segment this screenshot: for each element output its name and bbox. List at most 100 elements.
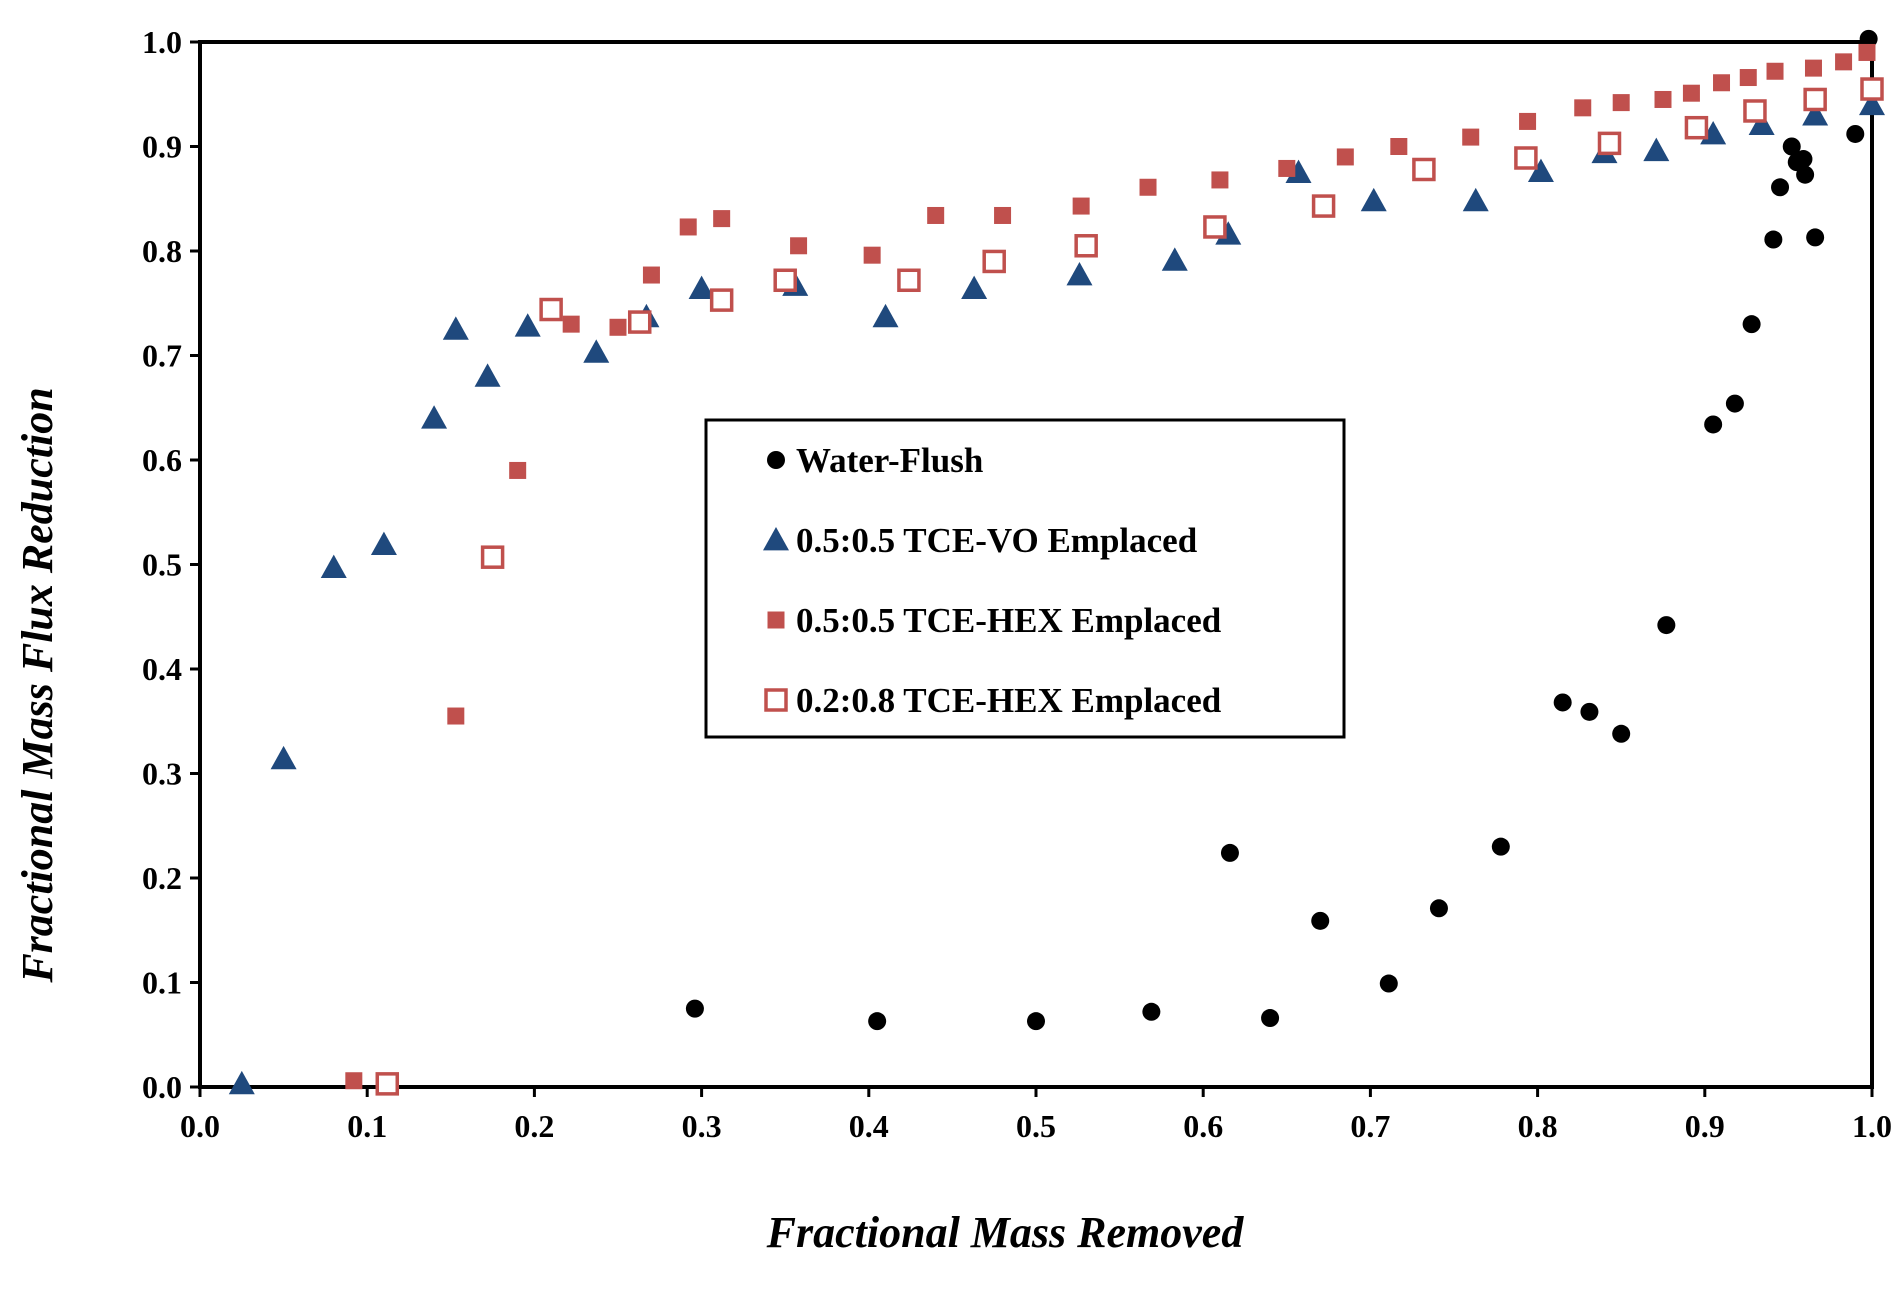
data-point-water-flush [1261, 1009, 1280, 1028]
data-point-0-5-0-5-tce-hex-emplaced [1574, 99, 1592, 117]
x-tick-label: 0.3 [682, 1108, 722, 1144]
y-tick-label: 0.7 [142, 338, 182, 374]
data-point-0-5-0-5-tce-hex-emplaced [790, 237, 808, 255]
data-point-0-5-0-5-tce-hex-emplaced [1278, 159, 1296, 177]
data-point-0-5-0-5-tce-vo-emplaced [1161, 247, 1188, 271]
data-point-water-flush [1725, 394, 1744, 413]
data-point-water-flush [1657, 616, 1676, 635]
data-point-0-5-0-5-tce-hex-emplaced [1139, 178, 1157, 196]
data-point-0-5-0-5-tce-hex-emplaced [1072, 197, 1090, 215]
data-point-water-flush [1429, 899, 1448, 918]
data-point-0-2-0-8-tce-hex-emplaced [982, 249, 1006, 274]
y-axis-ticks: 0.0 0.1 0.2 0.3 0.4 0.5 0.6 0.7 0.8 0.9 1.0 [142, 24, 200, 1105]
data-point-0-5-0-5-tce-hex-emplaced [1766, 62, 1784, 80]
data-point-water-flush [1704, 415, 1723, 434]
data-point-0-2-0-8-tce-hex-emplaced [709, 288, 734, 312]
data-point-0-5-0-5-tce-hex-emplaced [679, 218, 697, 236]
data-point-water-flush [685, 999, 704, 1018]
data-point-0-5-0-5-tce-vo-emplaced [442, 316, 469, 340]
data-point-water-flush [1846, 124, 1865, 143]
data-point-0-2-0-8-tce-hex-emplaced [375, 1072, 400, 1096]
x-axis-title: Fractional Mass Removed [766, 1208, 1245, 1257]
data-point-0-5-0-5-tce-hex-emplaced [863, 246, 881, 264]
y-tick-label: 0.1 [142, 965, 182, 1001]
data-point-0-5-0-5-tce-hex-emplaced [1462, 128, 1480, 146]
data-point-water-flush [1311, 911, 1330, 930]
data-point-water-flush [1806, 228, 1825, 247]
data-point-water-flush [1580, 702, 1599, 721]
data-point-0-5-0-5-tce-vo-emplaced [474, 363, 501, 387]
data-point-0-5-0-5-tce-hex-emplaced [1654, 90, 1672, 108]
data-point-water-flush [1220, 843, 1239, 862]
data-point-0-2-0-8-tce-hex-emplaced [773, 268, 797, 293]
y-tick-label: 1.0 [142, 24, 182, 60]
data-point-0-5-0-5-tce-hex-emplaced [345, 1072, 363, 1090]
legend-marker [764, 688, 788, 712]
data-point-0-5-0-5-tce-hex-emplaced [562, 315, 580, 333]
data-points [228, 29, 1885, 1096]
data-point-0-5-0-5-tce-vo-emplaced [514, 313, 541, 337]
data-point-0-5-0-5-tce-vo-emplaced [688, 275, 715, 300]
x-tick-label: 0.8 [1518, 1108, 1558, 1144]
data-point-0-5-0-5-tce-vo-emplaced [1360, 187, 1387, 212]
data-point-water-flush [1612, 724, 1631, 743]
data-point-0-5-0-5-tce-hex-emplaced [1804, 59, 1822, 77]
data-point-0-2-0-8-tce-hex-emplaced [480, 545, 505, 569]
x-tick-label: 0.2 [514, 1108, 554, 1144]
data-point-0-2-0-8-tce-hex-emplaced [897, 268, 921, 293]
x-tick-label: 0.6 [1183, 1108, 1223, 1144]
data-point-0-2-0-8-tce-hex-emplaced [539, 297, 563, 322]
data-point-0-5-0-5-tce-hex-emplaced [1211, 171, 1229, 189]
data-point-0-5-0-5-tce-vo-emplaced [270, 745, 297, 770]
data-point-water-flush [1142, 1002, 1161, 1021]
data-point-water-flush [1491, 837, 1510, 856]
data-point-water-flush [1553, 693, 1572, 712]
data-point-0-5-0-5-tce-hex-emplaced [609, 318, 627, 336]
data-point-0-5-0-5-tce-hex-emplaced [1390, 138, 1408, 155]
data-point-0-2-0-8-tce-hex-emplaced [1597, 131, 1622, 156]
x-tick-label: 0.5 [1016, 1108, 1056, 1144]
legend-label: 0.5:0.5 TCE-HEX Emplaced [796, 601, 1222, 640]
y-tick-label: 0.5 [142, 547, 182, 583]
data-point-water-flush [1771, 178, 1790, 197]
data-point-0-5-0-5-tce-vo-emplaced [1462, 187, 1489, 212]
legend-label: Water-Flush [796, 441, 983, 480]
x-tick-label: 0.1 [347, 1108, 387, 1144]
data-point-0-5-0-5-tce-hex-emplaced [1682, 84, 1700, 102]
data-point-0-2-0-8-tce-hex-emplaced [1514, 146, 1538, 170]
data-point-0-5-0-5-tce-vo-emplaced [228, 1070, 255, 1095]
data-point-0-5-0-5-tce-vo-emplaced [320, 554, 347, 579]
data-point-0-5-0-5-tce-vo-emplaced [583, 339, 610, 363]
legend: Water-Flush 0.5:0.5 TCE-VO Emplaced 0.5:0.… [704, 418, 1346, 739]
data-point-0-5-0-5-tce-vo-emplaced [421, 405, 448, 429]
data-point-0-2-0-8-tce-hex-emplaced [1412, 157, 1436, 182]
data-point-0-2-0-8-tce-hex-emplaced [1860, 77, 1884, 101]
data-point-0-5-0-5-tce-vo-emplaced [1215, 221, 1242, 245]
x-tick-label: 0.7 [1350, 1108, 1390, 1144]
data-point-0-5-0-5-tce-hex-emplaced [1739, 69, 1757, 87]
data-point-0-5-0-5-tce-vo-emplaced [961, 275, 988, 300]
data-point-water-flush [1859, 29, 1878, 48]
x-axis-ticks: 0.0 0.1 0.2 0.3 0.4 0.5 0.6 0.7 0.8 0.9 1.0 [180, 1087, 1892, 1144]
data-point-water-flush [1782, 137, 1801, 156]
y-tick-label: 0.8 [142, 233, 182, 269]
data-point-0-5-0-5-tce-hex-emplaced [642, 266, 660, 284]
data-point-0-5-0-5-tce-hex-emplaced [509, 461, 527, 479]
x-tick-label: 0.0 [180, 1108, 220, 1144]
legend-marker [767, 611, 785, 629]
data-point-0-2-0-8-tce-hex-emplaced [1743, 99, 1767, 123]
data-point-0-5-0-5-tce-hex-emplaced [447, 707, 465, 725]
data-point-0-5-0-5-tce-vo-emplaced [1802, 102, 1829, 126]
y-tick-label: 0.0 [142, 1069, 182, 1105]
x-tick-label: 0.4 [849, 1108, 889, 1144]
data-point-0-5-0-5-tce-vo-emplaced [1859, 91, 1885, 116]
data-point-0-5-0-5-tce-vo-emplaced [1748, 111, 1775, 135]
data-point-water-flush [1794, 150, 1813, 169]
data-point-0-5-0-5-tce-hex-emplaced [1835, 53, 1853, 71]
data-point-0-2-0-8-tce-hex-emplaced [1074, 234, 1098, 258]
legend-box [704, 418, 1346, 739]
data-point-0-5-0-5-tce-hex-emplaced [1612, 94, 1630, 112]
data-point-0-2-0-8-tce-hex-emplaced [1203, 215, 1227, 239]
data-point-0-2-0-8-tce-hex-emplaced [1684, 115, 1709, 140]
legend-label: 0.5:0.5 TCE-VO Emplaced [796, 521, 1198, 560]
